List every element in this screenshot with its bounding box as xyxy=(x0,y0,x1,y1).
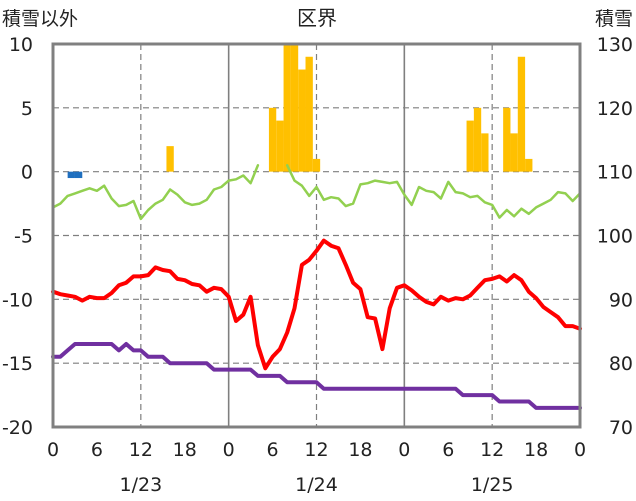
precip-bar xyxy=(268,107,277,172)
x-tick-label: 0 xyxy=(223,439,235,461)
date-label: 1/23 xyxy=(119,474,162,496)
date-label: 1/25 xyxy=(471,474,514,496)
precip-bar xyxy=(503,107,511,172)
x-tick-label: 0 xyxy=(47,439,59,461)
x-tick-label: 18 xyxy=(173,439,197,461)
precip-bar xyxy=(74,171,83,179)
right-axis-title: 積雪 xyxy=(595,8,633,30)
right-tick-label: 80 xyxy=(609,353,633,375)
precip-bar xyxy=(510,133,518,172)
right-tick-label: 120 xyxy=(597,98,633,120)
right-axis-ticks: 130 120 110 100 90 80 70 xyxy=(597,34,633,439)
precip-bars-layer xyxy=(67,44,533,179)
precip-bar xyxy=(166,146,174,172)
chart-title: 区界 xyxy=(297,6,337,30)
precip-bar xyxy=(525,158,533,172)
left-tick-label: 5 xyxy=(21,98,33,120)
date-label: 1/24 xyxy=(295,474,338,496)
right-tick-label: 130 xyxy=(597,34,633,56)
precip-bar xyxy=(283,44,291,172)
x-tick-label: 12 xyxy=(480,439,504,461)
left-tick-label: -10 xyxy=(2,289,33,311)
x-tick-label: 6 xyxy=(267,439,279,461)
precip-bar xyxy=(466,120,474,172)
x-tick-label: 0 xyxy=(398,439,410,461)
snow-depth-line xyxy=(51,342,582,410)
left-tick-label: 0 xyxy=(21,162,33,184)
left-tick-label: -5 xyxy=(14,226,33,248)
x-tick-label: 18 xyxy=(348,439,372,461)
x-tick-label: 12 xyxy=(304,439,328,461)
precip-bar xyxy=(473,107,482,172)
date-labels: 1/23 1/24 1/25 xyxy=(119,474,513,496)
x-tick-label: 6 xyxy=(91,439,103,461)
green-line xyxy=(285,164,582,219)
precip-bar xyxy=(481,133,489,172)
green-line xyxy=(51,164,260,221)
temperature-line xyxy=(51,238,582,371)
grid-layer xyxy=(53,44,580,427)
x-tick-label: 12 xyxy=(129,439,153,461)
precip-bar xyxy=(276,120,284,172)
left-axis-title: 積雪以外 xyxy=(2,8,78,30)
right-tick-label: 100 xyxy=(597,226,633,248)
plot-frame xyxy=(51,42,582,429)
left-tick-label: -20 xyxy=(2,417,33,439)
right-tick-label: 70 xyxy=(609,417,633,439)
precip-bar xyxy=(305,56,313,172)
x-tick-label: 18 xyxy=(524,439,548,461)
right-tick-label: 110 xyxy=(597,162,633,184)
precip-bar xyxy=(290,44,299,172)
precip-bar xyxy=(298,69,306,172)
x-tick-label: 6 xyxy=(442,439,454,461)
right-tick-label: 90 xyxy=(609,289,633,311)
left-axis-ticks: 10 5 0 -5 -10 -15 -20 xyxy=(2,34,33,439)
x-tick-label: 0 xyxy=(574,439,586,461)
precip-bar xyxy=(517,56,526,172)
x-axis-ticks: 0 6 12 18 0 6 12 18 0 6 12 18 0 xyxy=(47,439,586,461)
left-tick-label: -15 xyxy=(2,353,33,375)
lines-layer xyxy=(51,164,582,410)
precip-bar xyxy=(312,158,321,172)
left-tick-label: 10 xyxy=(9,34,33,56)
precip-bar xyxy=(67,171,75,179)
